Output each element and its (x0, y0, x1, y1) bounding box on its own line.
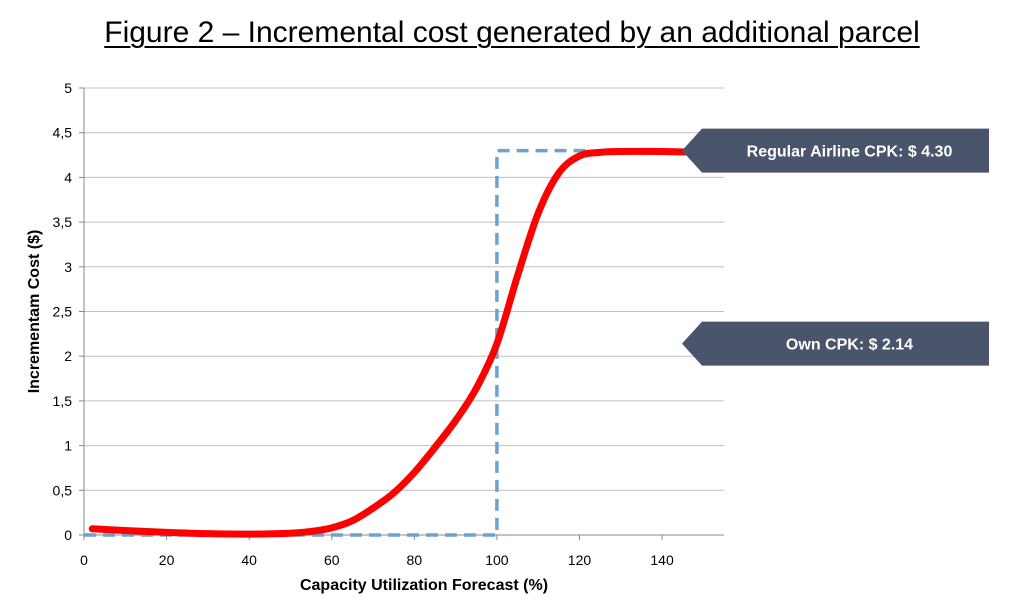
y-tick-label: 2,5 (53, 304, 73, 320)
step-series-line (84, 148, 588, 537)
x-tick-label: 40 (241, 552, 257, 568)
x-tick-label: 120 (568, 552, 592, 568)
x-tick-label: 0 (80, 552, 88, 568)
callout-arrow-box (682, 321, 989, 366)
x-tick-label: 20 (159, 552, 175, 568)
y-axis-title: Incrementam Cost ($) (26, 230, 43, 394)
y-tick-label: 4,5 (53, 125, 73, 141)
chart-title: Figure 2 – Incremental cost generated by… (104, 16, 920, 49)
y-tick-labels: 0 0,5 1 1,5 2 2,5 3 3,5 4 4,5 5 (53, 80, 73, 543)
x-tick-labels: 0 20 40 60 80 100 120 140 (80, 552, 674, 568)
callout-arrow-box (682, 128, 989, 173)
y-tick-label: 3,5 (53, 214, 73, 230)
y-tick-label: 0,5 (53, 482, 73, 498)
y-tick-label: 4 (64, 169, 72, 185)
y-tick-label: 3 (64, 259, 72, 275)
callouts: Regular Airline CPK: $ 4.30 Own CPK: $ 2.… (682, 128, 989, 366)
x-tick-label: 140 (650, 552, 674, 568)
callout-label: Regular Airline CPK: $ 4.30 (747, 144, 953, 161)
x-tick-label: 60 (324, 552, 340, 568)
grid-lines (84, 87, 724, 491)
cost-curve-line (88, 147, 707, 538)
y-tick-label: 2 (64, 348, 72, 364)
y-tick-label: 1 (64, 438, 72, 454)
y-tick-label: 5 (64, 80, 72, 96)
x-tick-label: 80 (407, 552, 423, 568)
callout-label: Own CPK: $ 2.14 (786, 337, 913, 354)
x-tick-label: 100 (485, 552, 509, 568)
y-tick-label: 0 (64, 527, 72, 543)
series-group (84, 147, 707, 538)
y-tick-label: 1,5 (53, 393, 73, 409)
x-axis-title: Capacity Utilization Forecast (%) (300, 577, 548, 594)
axes (79, 87, 724, 540)
